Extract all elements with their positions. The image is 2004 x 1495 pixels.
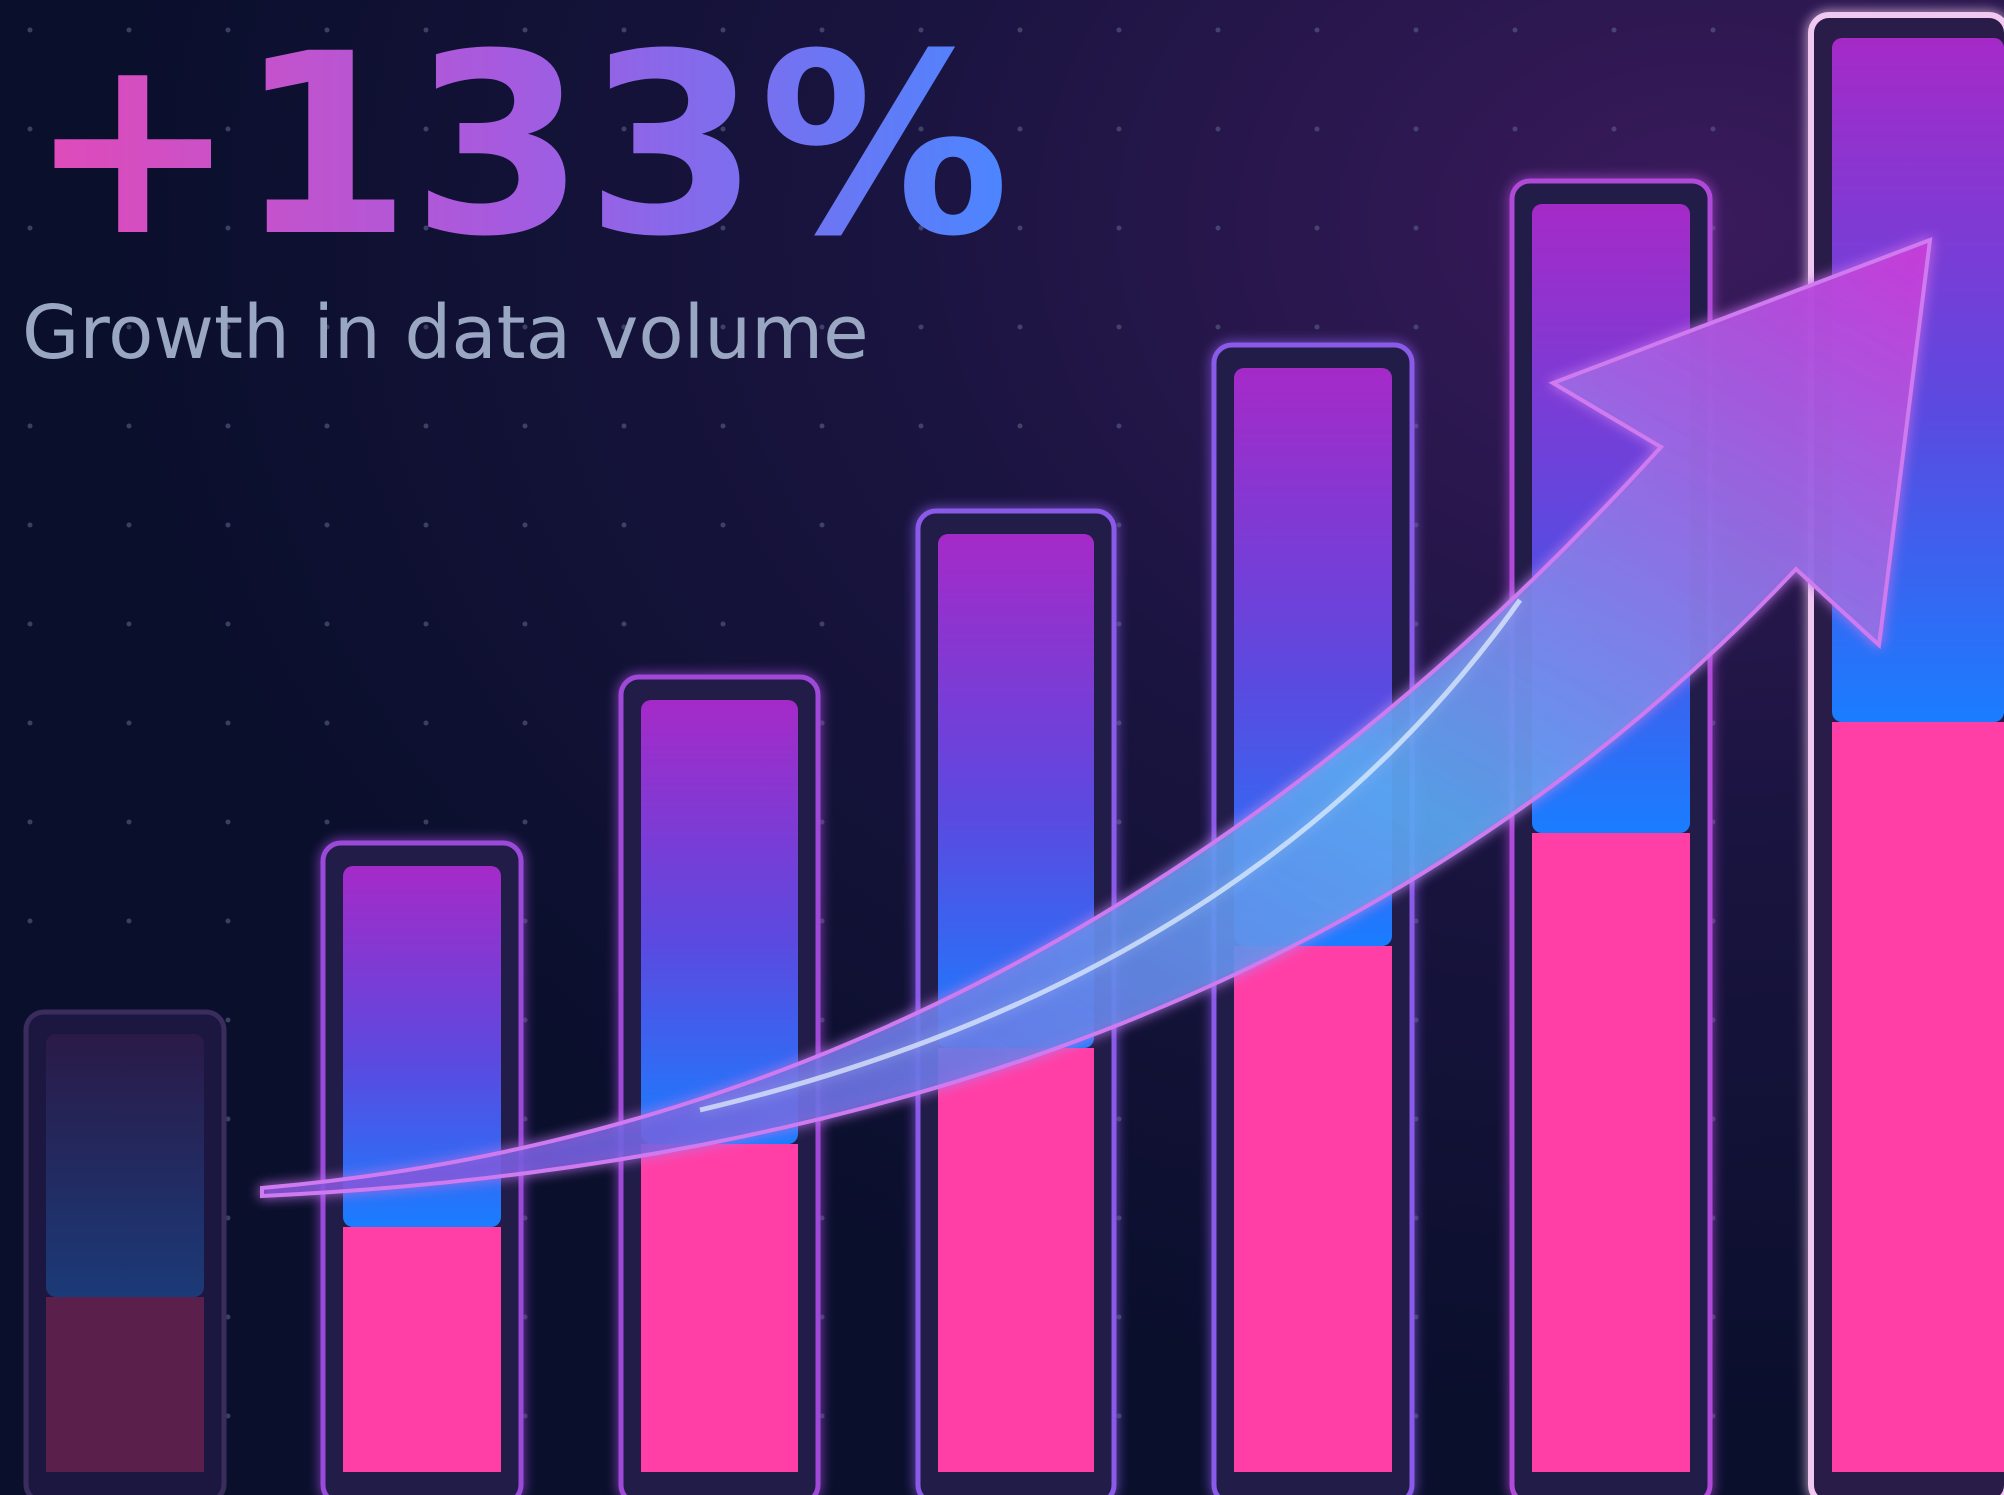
page: +133% Growth in data volume (() => { con… (0, 0, 2004, 1495)
subtitle: Growth in data volume (22, 290, 869, 376)
bar-bottom (1532, 833, 1690, 1472)
bar-bottom (938, 1048, 1094, 1472)
bar-bottom (46, 1297, 204, 1472)
bar-bottom (1234, 946, 1392, 1472)
bar-bottom (641, 1144, 798, 1472)
infographic: +133% Growth in data volume (0, 0, 2004, 1495)
bar-bottom (343, 1227, 501, 1472)
headline: +133% (28, 0, 1010, 291)
bar-bottom (1832, 722, 2004, 1472)
bar-top (46, 1034, 204, 1297)
